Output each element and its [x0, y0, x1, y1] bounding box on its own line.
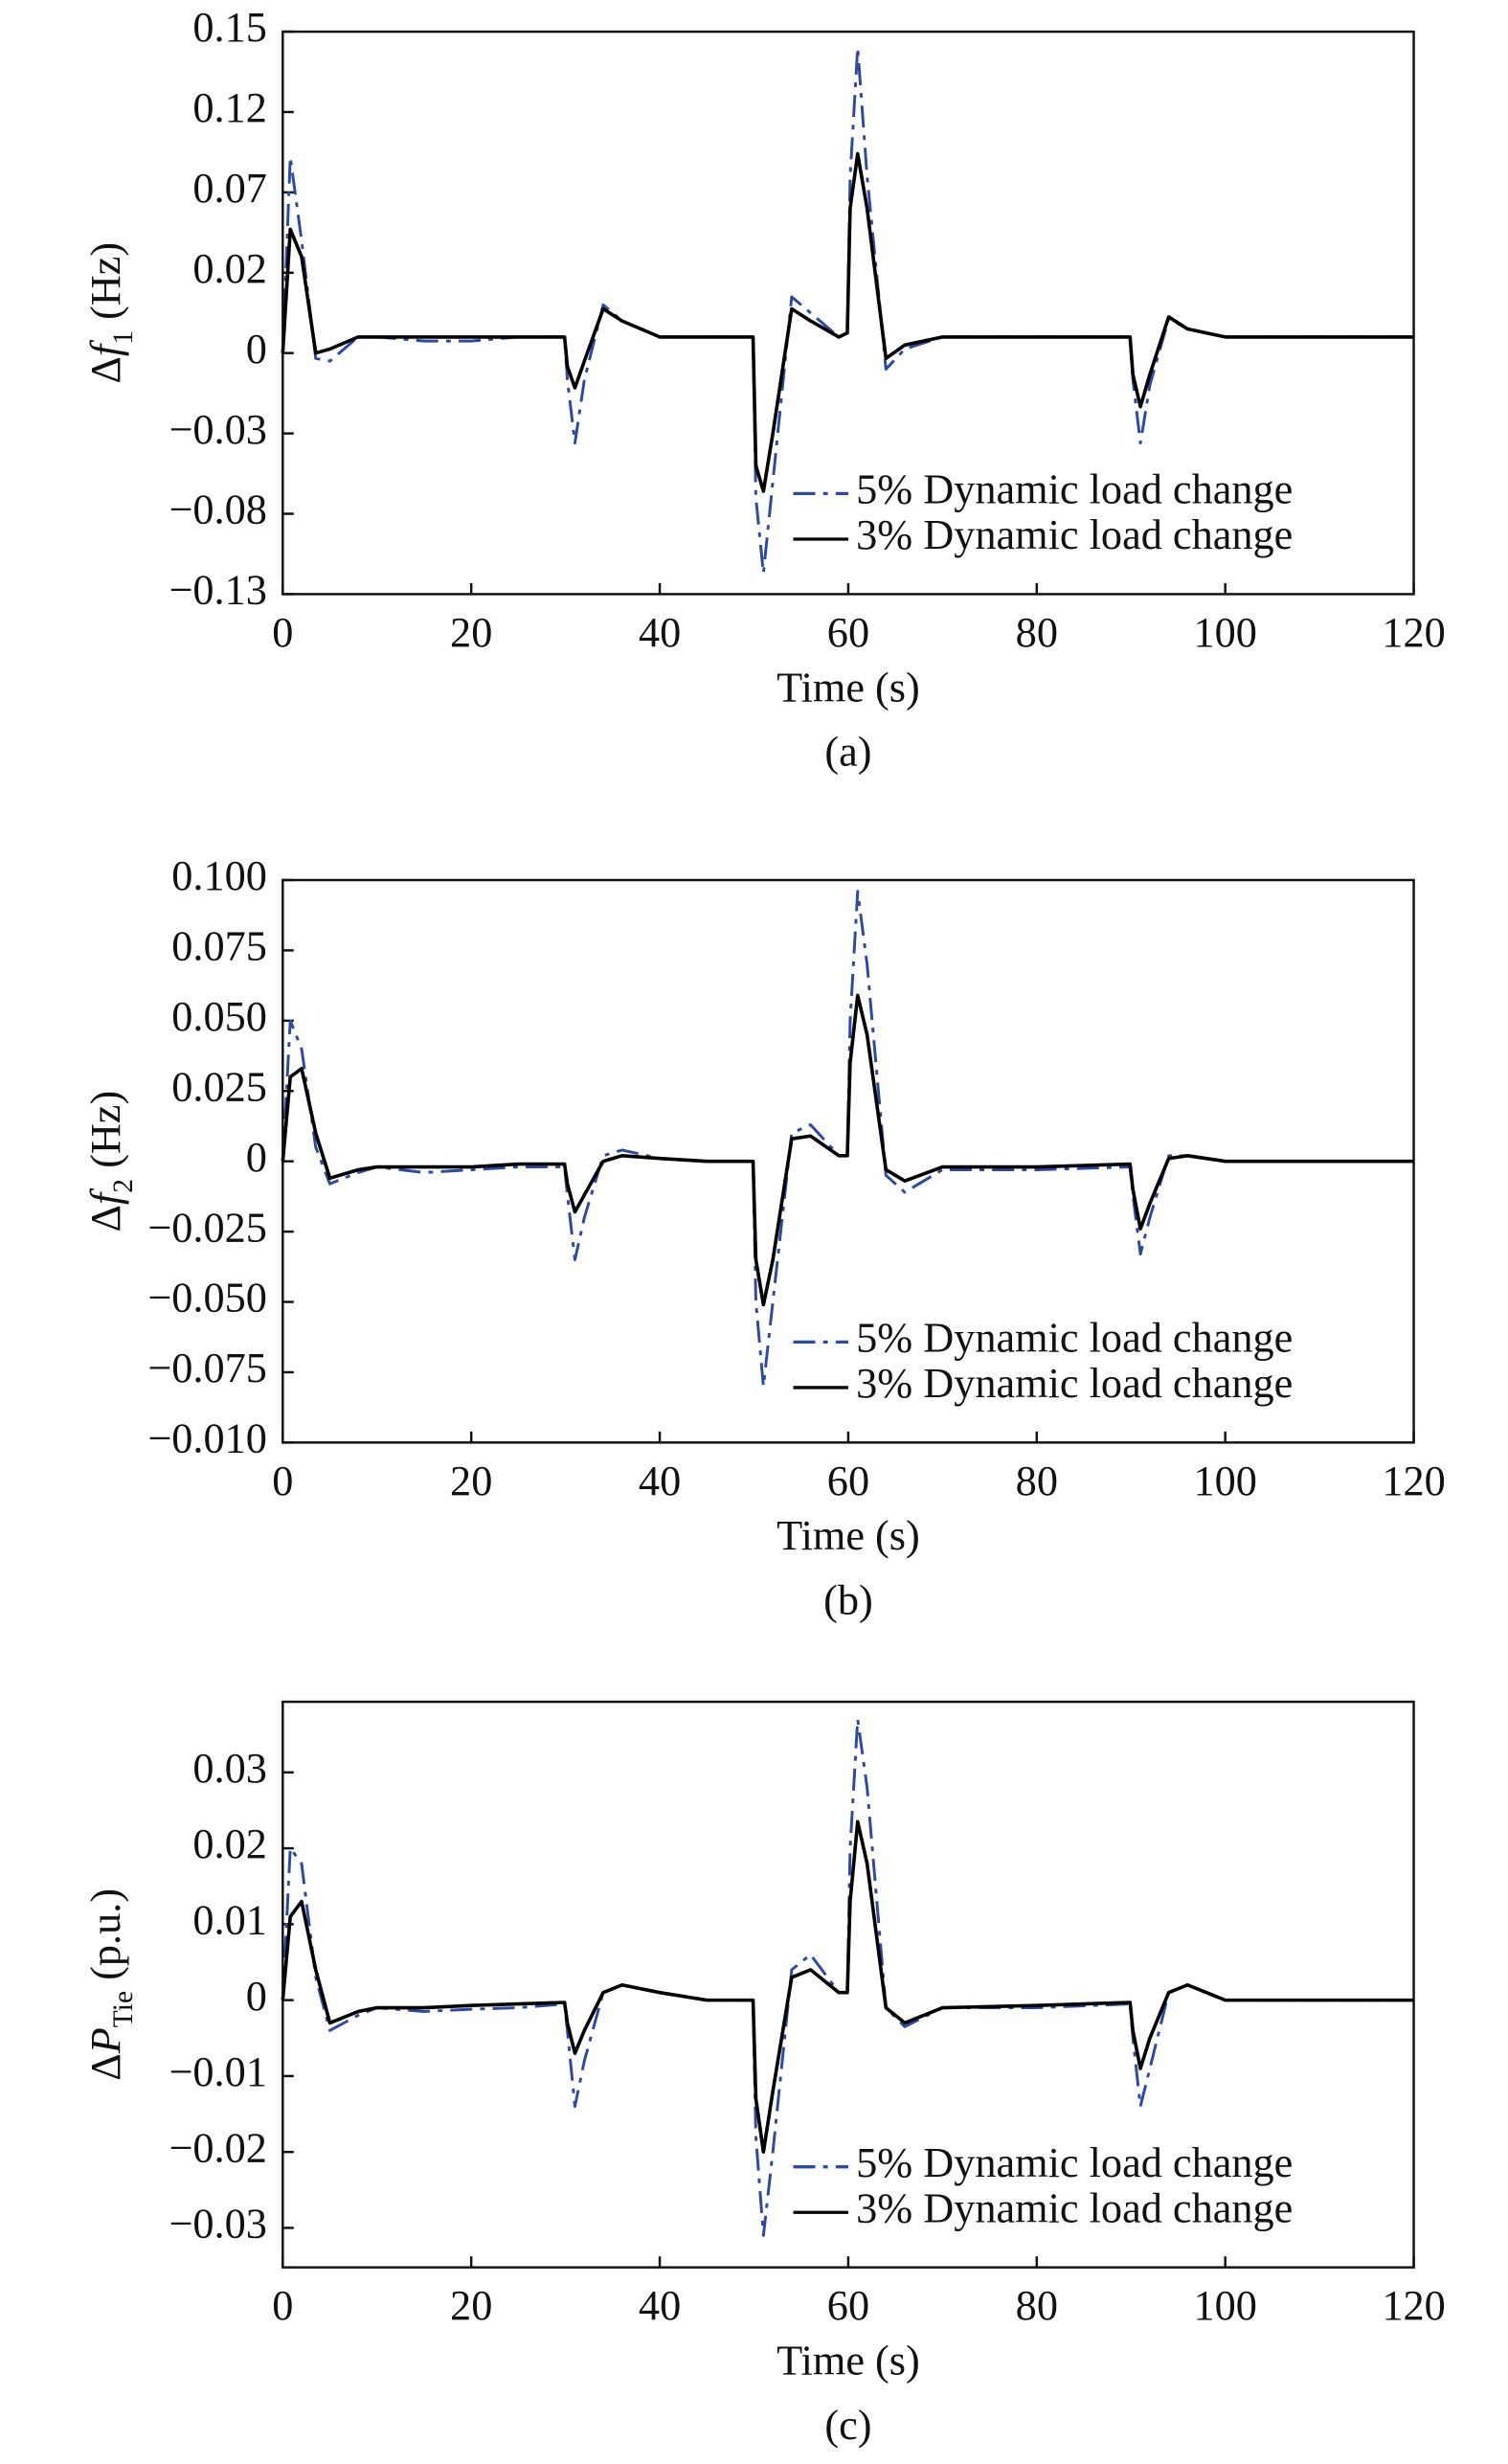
y-tick-label: 0	[246, 326, 267, 373]
x-tick-label: 0	[272, 609, 293, 656]
y-tick-label: 0.12	[192, 84, 266, 131]
axes-frame	[281, 878, 1415, 1444]
legend-label: 3% Dynamic load change	[856, 1360, 1293, 1407]
x-tick-label: 80	[1016, 2282, 1058, 2329]
caption: (b)	[823, 1577, 873, 1624]
y-axis-label: Δf2 (Hz)	[82, 1091, 139, 1232]
series-line	[281, 1820, 1414, 2154]
x-tick-label: 60	[827, 1458, 869, 1504]
x-tick-label: 0	[272, 2282, 293, 2329]
x-tick-label: 120	[1382, 1458, 1445, 1504]
x-tick-label: 60	[827, 609, 869, 656]
y-tick-label: 0.01	[192, 1897, 266, 1944]
caption: (c)	[824, 2402, 871, 2449]
y-tick-label: 0.075	[171, 923, 267, 970]
x-tick-label: 40	[639, 2282, 681, 2329]
legend-label: 3% Dynamic load change	[856, 2184, 1293, 2231]
y-tick-label: 0.050	[171, 993, 267, 1040]
x-tick-label: 60	[827, 2282, 869, 2329]
x-tick-label: 20	[450, 2282, 492, 2329]
y-tick-label: −0.02	[169, 2124, 266, 2171]
y-tick-label: 0.100	[171, 852, 267, 899]
x-tick-label: 100	[1193, 609, 1256, 656]
y-tick-label: −0.13	[169, 567, 266, 614]
y-axis-label: ΔPTie (p.u.)	[82, 1888, 139, 2081]
y-axis-label-part: (p.u.)	[82, 1888, 129, 1991]
x-axis-label: Time (s)	[777, 664, 920, 711]
y-tick-label: 0	[246, 1134, 267, 1181]
y-tick-label: 0.025	[171, 1063, 267, 1110]
x-tick-label: 100	[1193, 1458, 1256, 1504]
y-tick-label: −0.010	[147, 1415, 267, 1462]
series-line	[281, 1717, 1414, 2237]
y-axis-label-part: Δ	[82, 1205, 129, 1232]
y-tick-label: −0.03	[169, 2201, 266, 2248]
x-tick-label: 40	[639, 609, 681, 656]
y-axis-label: Δf1 (Hz)	[82, 242, 139, 384]
legend-label: 3% Dynamic load change	[856, 511, 1293, 558]
x-tick-label: 20	[450, 609, 492, 656]
x-tick-label: 80	[1016, 1458, 1058, 1504]
y-tick-label: 0.03	[192, 1745, 266, 1792]
series-line	[281, 993, 1414, 1307]
x-tick-label: 120	[1382, 609, 1445, 656]
y-tick-label: −0.03	[169, 406, 266, 453]
x-tick-label: 120	[1382, 2282, 1445, 2329]
y-axis-label-part: Δ	[82, 2053, 129, 2080]
y-tick-label: −0.01	[169, 2048, 266, 2095]
axes-frame	[281, 1700, 1415, 2269]
axes-frame	[281, 30, 1415, 596]
y-tick-label: 0	[246, 1973, 267, 2020]
y-tick-label: −0.075	[147, 1345, 267, 1391]
legend-label: 5% Dynamic load change	[856, 466, 1293, 513]
y-tick-label: 0.02	[192, 1820, 266, 1867]
series-line	[281, 151, 1414, 493]
subplot: 0.100 0.075 0.050 0.025 0 −0.025 −0.050 −0.075 −…	[82, 852, 1446, 1623]
y-axis-label-part: 1	[108, 330, 139, 345]
x-tick-label: 100	[1193, 2282, 1256, 2329]
y-tick-label: −0.050	[147, 1275, 267, 1322]
y-tick-label: −0.08	[169, 486, 266, 533]
y-tick-label: 0.07	[192, 165, 266, 212]
caption: (a)	[824, 729, 871, 776]
x-tick-label: 40	[639, 1458, 681, 1504]
x-tick-label: 20	[450, 1458, 492, 1504]
y-axis-label-part: P	[82, 2027, 129, 2054]
y-tick-label: 0.15	[192, 4, 266, 51]
y-tick-label: 0.02	[192, 245, 266, 292]
legend-label: 5% Dynamic load change	[856, 2139, 1293, 2186]
y-tick-label: −0.025	[147, 1204, 267, 1251]
x-axis-label: Time (s)	[777, 2338, 920, 2385]
x-axis-label: Time (s)	[777, 1512, 920, 1559]
y-axis-label-part: (Hz)	[82, 1091, 129, 1179]
subplot: 0.150.120.070.020−0.03−0.08−0.130 20 40 60 8…	[82, 4, 1446, 775]
y-axis-label-part: Δ	[82, 356, 129, 383]
y-axis-label-part: Tie	[108, 1991, 139, 2027]
y-axis-label-part: 2	[108, 1179, 139, 1193]
subplot: 0.030.020.010−0.01−0.02−0.030 20 40 60 80 100…	[82, 1700, 1446, 2449]
series-line	[281, 46, 1414, 576]
x-tick-label: 0	[272, 1458, 293, 1504]
y-axis-label-part: (Hz)	[82, 242, 129, 330]
x-tick-label: 80	[1016, 609, 1058, 656]
legend-label: 5% Dynamic load change	[856, 1315, 1293, 1362]
